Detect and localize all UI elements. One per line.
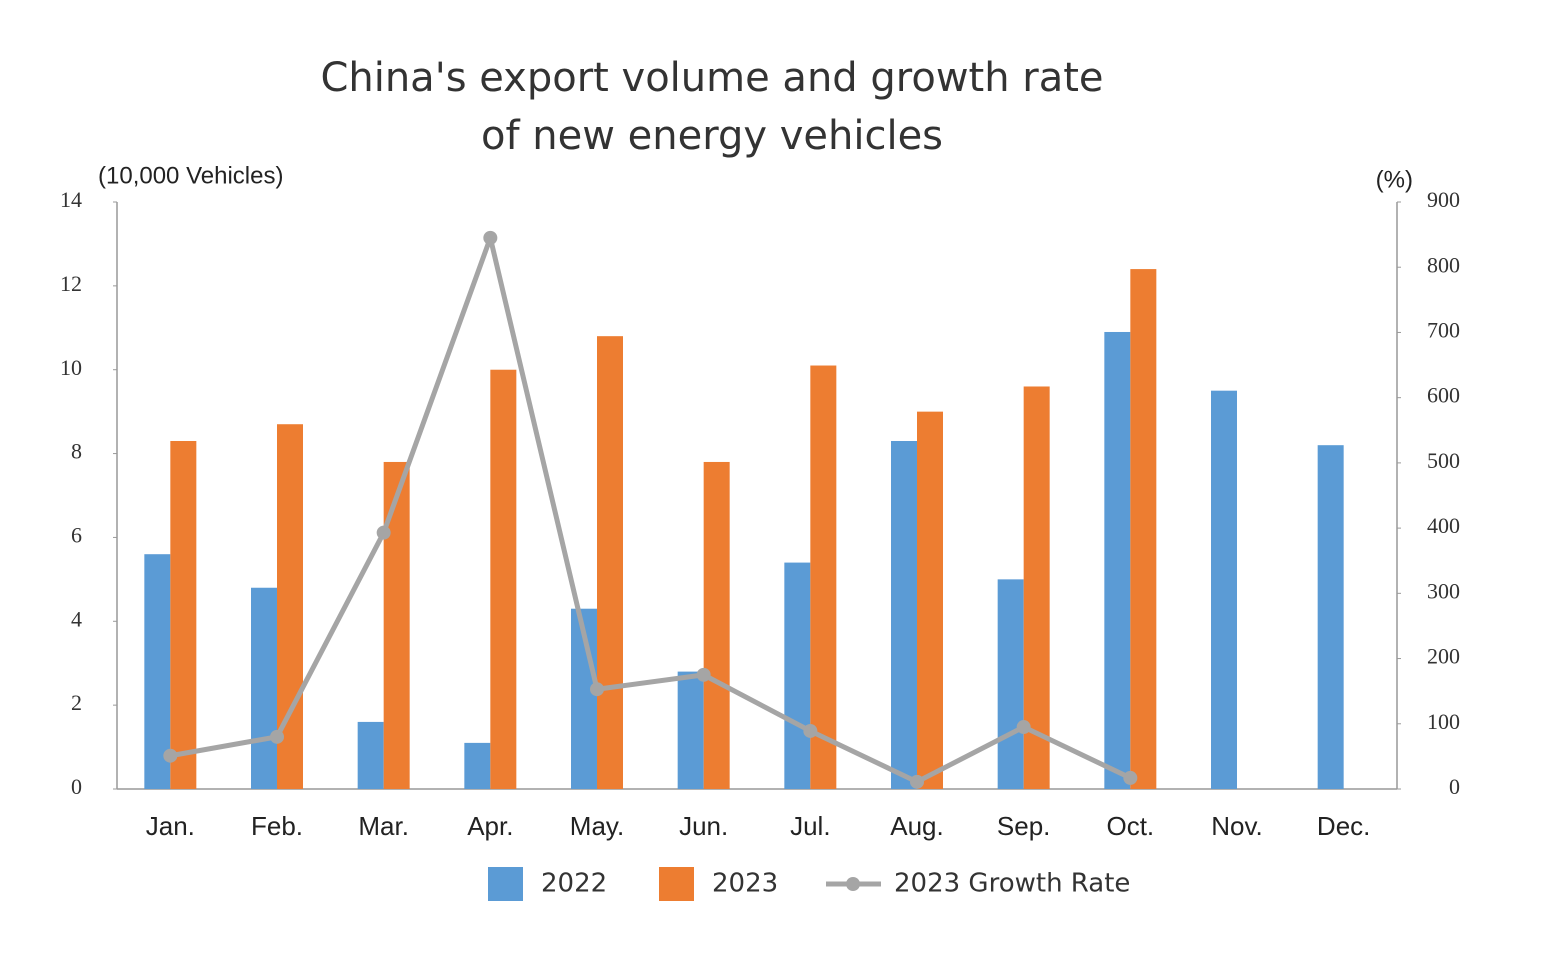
line-marker — [910, 774, 924, 789]
bar — [597, 336, 623, 789]
y2-axis-label: (%) — [1376, 166, 1413, 193]
y-tick-label: 14 — [60, 187, 82, 212]
line — [169, 235, 1132, 785]
bar — [1211, 390, 1237, 789]
y2-tick-label: 200 — [1427, 644, 1460, 669]
y-tick-label: 8 — [71, 439, 82, 464]
x-tick-label: Feb. — [251, 811, 303, 841]
line-marker — [163, 748, 178, 763]
legend-label: 2023 — [712, 869, 778, 899]
bar — [891, 440, 917, 789]
x-tick-label: Jan. — [146, 811, 195, 841]
bar — [677, 671, 704, 789]
bar — [251, 587, 277, 789]
y2-tick-label: 600 — [1427, 383, 1460, 408]
y2-tick-label: 900 — [1427, 187, 1460, 212]
bar — [383, 461, 410, 789]
y-tick-label: 6 — [71, 522, 82, 547]
line-marker — [376, 525, 391, 540]
x-tick-label: Oct. — [1106, 811, 1154, 841]
legend-label: 2023 Growth Rate — [894, 869, 1130, 899]
y2-tick-label: 700 — [1427, 317, 1460, 342]
legend-label: 2022 — [541, 869, 607, 899]
y2-tick-label: 300 — [1427, 578, 1460, 603]
y-axis-label: (10,000 Vehicles) — [98, 162, 283, 189]
legend-swatch — [488, 867, 523, 901]
line-marker — [483, 230, 498, 245]
bar — [917, 411, 943, 789]
y2-tick-label: 0 — [1449, 774, 1460, 799]
x-tick-label: Sep. — [997, 811, 1051, 841]
x-tick-label: Aug. — [890, 811, 944, 841]
legend-swatch — [846, 877, 860, 891]
y-tick-label: 10 — [60, 355, 82, 380]
bar — [997, 579, 1024, 789]
bar — [464, 742, 491, 789]
y-tick-label: 2 — [71, 690, 82, 715]
x-tick-label: Nov. — [1211, 811, 1263, 841]
bar — [784, 562, 811, 789]
line-marker — [696, 667, 711, 682]
line-marker — [1123, 770, 1138, 785]
x-tick-label: May. — [570, 811, 624, 841]
y2-tick-label: 500 — [1427, 448, 1460, 473]
x-tick-label: Jun. — [679, 811, 728, 841]
bar — [357, 721, 384, 789]
line-marker — [1016, 720, 1031, 735]
y-tick-label: 4 — [71, 606, 82, 631]
y-tick-label: 12 — [60, 271, 82, 296]
bar — [1104, 331, 1131, 789]
chart-title: of new energy vehicles — [481, 113, 943, 159]
bar — [703, 461, 730, 789]
bar — [1130, 269, 1157, 790]
x-tick-label: Mar. — [358, 811, 409, 841]
x-tick-label: Dec. — [1317, 811, 1370, 841]
y2-tick-label: 800 — [1427, 252, 1460, 277]
y-tick-label: 0 — [71, 774, 82, 799]
y2-tick-label: 400 — [1427, 513, 1460, 538]
bar — [810, 365, 837, 789]
bar — [490, 369, 517, 789]
x-tick-label: Jul. — [790, 811, 830, 841]
legend-swatch — [659, 867, 694, 901]
x-tick-label: Apr. — [467, 811, 513, 841]
bar — [1317, 445, 1344, 789]
line-marker — [590, 682, 604, 697]
y2-tick-label: 100 — [1427, 709, 1460, 734]
line-marker — [803, 723, 818, 738]
line-marker — [270, 729, 284, 744]
chart-title: China's export volume and growth rate — [320, 55, 1103, 101]
bar — [170, 440, 197, 789]
bar — [144, 554, 171, 789]
